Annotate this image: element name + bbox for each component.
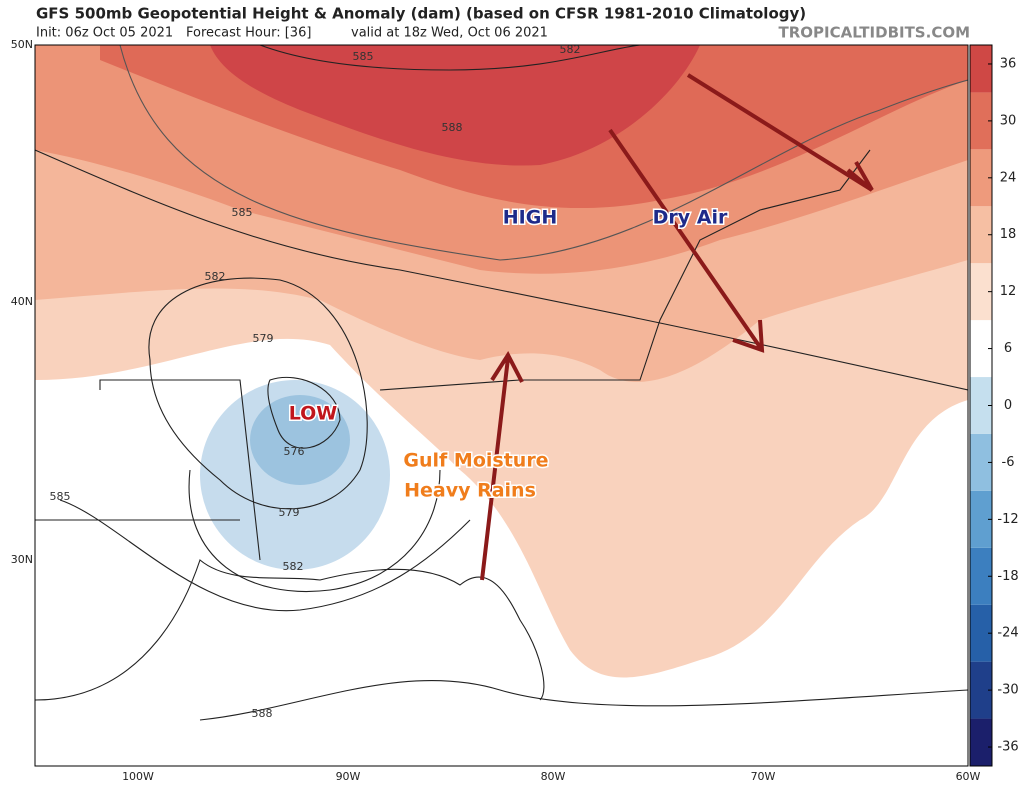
lon-label: 90W xyxy=(336,770,361,783)
init: Init: 06z Oct 05 2021 xyxy=(36,26,173,41)
lon-label: 100W xyxy=(122,770,154,783)
colorbar-segment xyxy=(970,92,992,150)
colorbar-segment xyxy=(970,263,992,321)
annotation: Dry Air xyxy=(653,207,728,229)
annotation: LOW xyxy=(289,403,338,425)
title: GFS 500mb Geopotential Height & Anomaly … xyxy=(36,5,806,23)
map xyxy=(35,45,968,766)
colorbar-segment xyxy=(970,149,992,207)
contour-label: 588 xyxy=(252,707,273,720)
colorbar-label: -24 xyxy=(997,626,1018,641)
contour-label: 582 xyxy=(283,560,304,573)
map-frame xyxy=(34,44,969,767)
colorbar-segment xyxy=(970,320,992,378)
lon-label: 80W xyxy=(541,770,566,783)
colorbar-label: -30 xyxy=(997,683,1018,698)
site-name: TROPICALTIDBITS.COM xyxy=(779,24,971,42)
colorbar-segment xyxy=(970,547,992,605)
colorbar-label: 24 xyxy=(1000,170,1017,185)
contour-label: 585 xyxy=(353,50,374,63)
colorbar-label: 0 xyxy=(1004,398,1012,413)
contour-label: 588 xyxy=(442,121,463,134)
lat-label: 40N xyxy=(11,295,33,308)
colorbar-segment xyxy=(970,433,992,491)
annotation: Gulf Moisture xyxy=(403,450,548,472)
colorbar-label: -36 xyxy=(997,740,1018,755)
colorbar-label: 36 xyxy=(1000,56,1017,71)
colorbar-segment xyxy=(970,45,992,93)
lon-label: 70W xyxy=(751,770,776,783)
contour-label: 576 xyxy=(284,445,305,458)
contour-label: 582 xyxy=(560,43,581,56)
colorbar-label: 30 xyxy=(1000,113,1017,128)
colorbar-label: -18 xyxy=(997,569,1018,584)
valid-time: valid at 18z Wed, Oct 06 2021 xyxy=(351,26,548,41)
colorbar-label: -12 xyxy=(997,512,1018,527)
colorbar-segment xyxy=(970,604,992,662)
colorbar-segment xyxy=(970,206,992,264)
contour-label: 579 xyxy=(279,506,300,519)
lon-label: 60W xyxy=(956,770,981,783)
contour-label: 579 xyxy=(253,332,274,345)
contour-label: 585 xyxy=(50,490,71,503)
forecast-hour: Forecast Hour: [36] xyxy=(186,26,311,41)
contour-label: 585 xyxy=(232,206,253,219)
colorbar-segment xyxy=(970,718,992,766)
annotation: Heavy Rains xyxy=(404,480,536,502)
colorbar-segment xyxy=(970,661,992,719)
colorbar-segment xyxy=(970,377,992,434)
colorbar-label: 6 xyxy=(1004,341,1012,356)
colorbar-segment xyxy=(970,490,992,548)
colorbar-label: 18 xyxy=(1000,227,1017,242)
lat-label: 30N xyxy=(11,553,33,566)
lat-label: 50N xyxy=(11,38,33,51)
annotation: HIGH xyxy=(503,207,557,229)
colorbar-label: 12 xyxy=(1000,284,1017,299)
colorbar-label: -6 xyxy=(1002,455,1015,470)
contour-label: 582 xyxy=(205,270,226,283)
